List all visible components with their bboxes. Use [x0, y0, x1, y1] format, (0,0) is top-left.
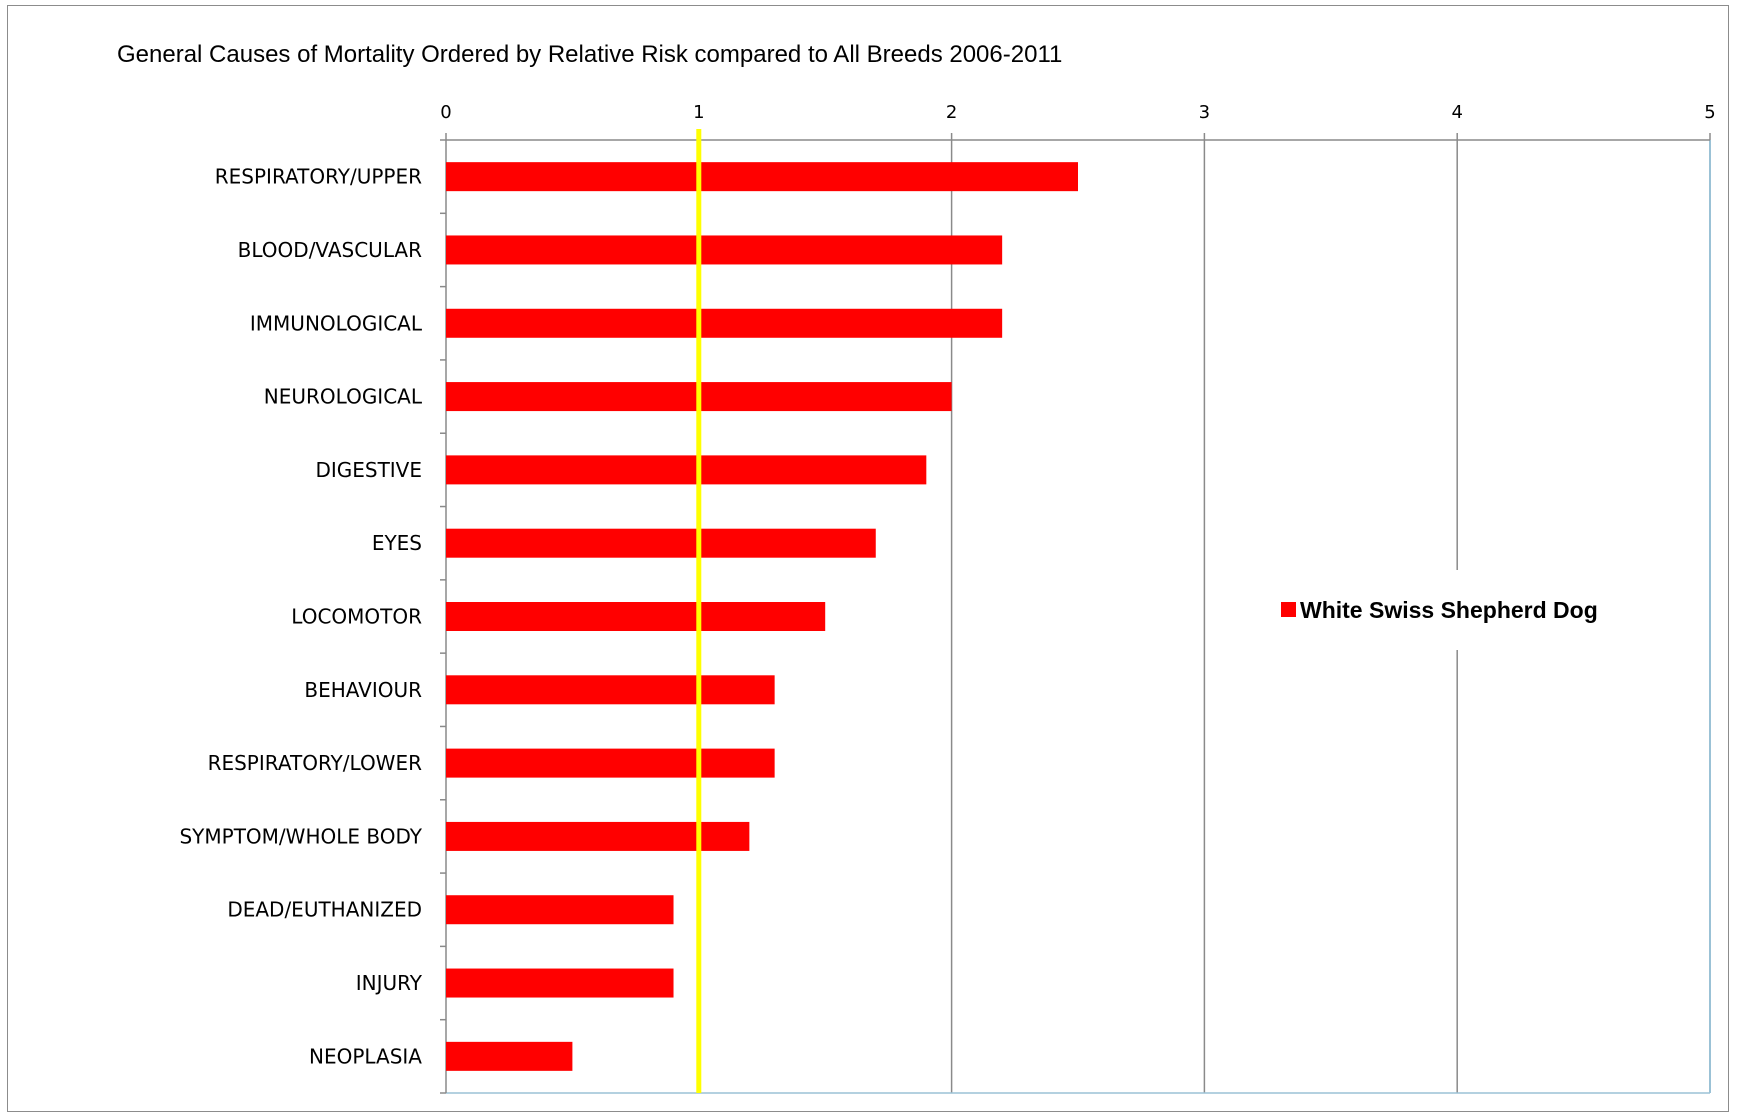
- bar: [446, 235, 1003, 265]
- y-tick-label: SYMPTOM/WHOLE BODY: [179, 824, 422, 848]
- bar: [446, 162, 1078, 192]
- bar: [446, 602, 826, 631]
- bar: [446, 748, 775, 778]
- chart-title: General Causes of Mortality Ordered by R…: [117, 41, 1062, 68]
- legend-label: White Swiss Shepherd Dog: [1300, 597, 1598, 623]
- x-tick-label: 1: [693, 102, 704, 123]
- bar: [446, 968, 674, 998]
- y-tick-label: BLOOD/VASCULAR: [238, 238, 422, 262]
- y-tick-label: DEAD/EUTHANIZED: [227, 898, 422, 922]
- bar: [446, 895, 674, 925]
- legend-swatch: [1281, 602, 1296, 617]
- bar: [446, 455, 927, 485]
- bar: [446, 675, 775, 705]
- x-axis-ticks: 0 1 2 3 4 5: [440, 102, 1715, 123]
- legend-background: [1272, 570, 1662, 650]
- x-tick-label: 3: [1199, 102, 1210, 123]
- y-tick-label: RESPIRATORY/LOWER: [208, 751, 423, 775]
- y-tick-label: BEHAVIOUR: [304, 678, 422, 702]
- y-tick-label: EYES: [372, 531, 422, 555]
- y-axis-ticks: RESPIRATORY/UPPER BLOOD/VASCULAR IMMUNOLOG…: [179, 165, 422, 1069]
- bar: [446, 821, 750, 851]
- bar: [446, 1041, 573, 1071]
- x-tick-label: 0: [440, 102, 451, 123]
- x-tick-label: 2: [946, 102, 957, 123]
- x-tick-label: 4: [1451, 102, 1462, 123]
- bar: [446, 528, 876, 558]
- y-tick-label: IMMUNOLOGICAL: [250, 311, 423, 335]
- y-tick-label: DIGESTIVE: [315, 458, 422, 482]
- y-tick-label: RESPIRATORY/UPPER: [215, 165, 422, 189]
- bar: [446, 308, 1003, 338]
- legend: White Swiss Shepherd Dog: [1272, 570, 1662, 650]
- y-tick-label: NEUROLOGICAL: [264, 385, 423, 409]
- y-tick-label: LOCOMOTOR: [291, 605, 422, 629]
- y-tick-label: NEOPLASIA: [309, 1044, 422, 1068]
- axes: [440, 133, 1711, 1094]
- bars: [446, 162, 1078, 1071]
- x-tick-label: 5: [1704, 102, 1715, 123]
- y-tick-label: INJURY: [356, 971, 423, 995]
